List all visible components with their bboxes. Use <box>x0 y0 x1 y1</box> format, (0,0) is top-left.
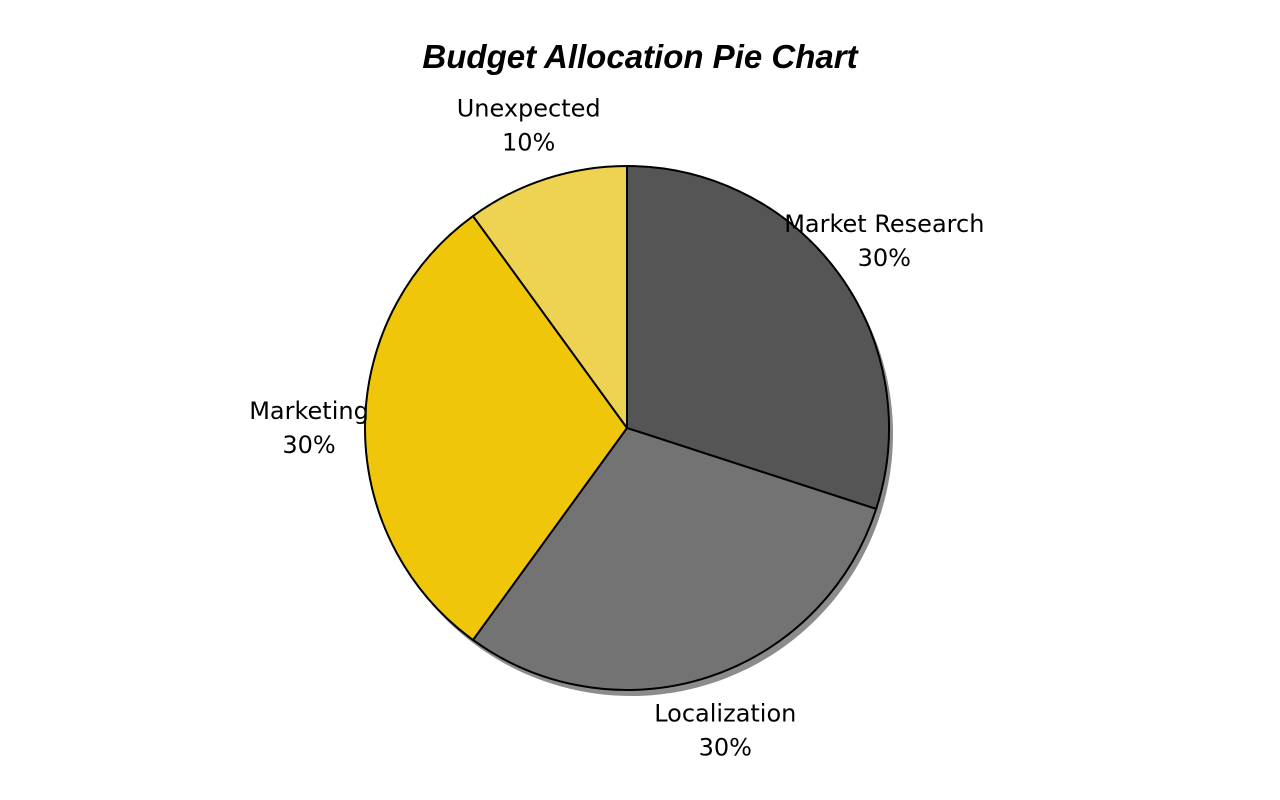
slice-labels: Market Research 30% Localization 30% Marketi… <box>249 95 984 762</box>
pie-slice-market-research <box>626 165 890 510</box>
slice-label-market-research: Market Research <box>784 210 984 238</box>
slice-label-unexpected: Unexpected <box>457 95 601 123</box>
slice-percent-marketing: 30% <box>282 431 335 459</box>
slice-label-marketing: Marketing <box>249 397 369 425</box>
pie-slices <box>364 165 890 691</box>
pie-slice-localization <box>472 427 878 691</box>
pie-slice-marketing <box>364 215 628 641</box>
slice-percent-localization: 30% <box>699 733 752 761</box>
slice-label-localization: Localization <box>654 699 796 727</box>
slice-percent-market-research: 30% <box>858 244 911 272</box>
pie-slice-unexpected <box>472 165 628 429</box>
chart-title: Budget Allocation Pie Chart <box>422 38 859 75</box>
slice-percent-unexpected: 10% <box>502 129 555 157</box>
